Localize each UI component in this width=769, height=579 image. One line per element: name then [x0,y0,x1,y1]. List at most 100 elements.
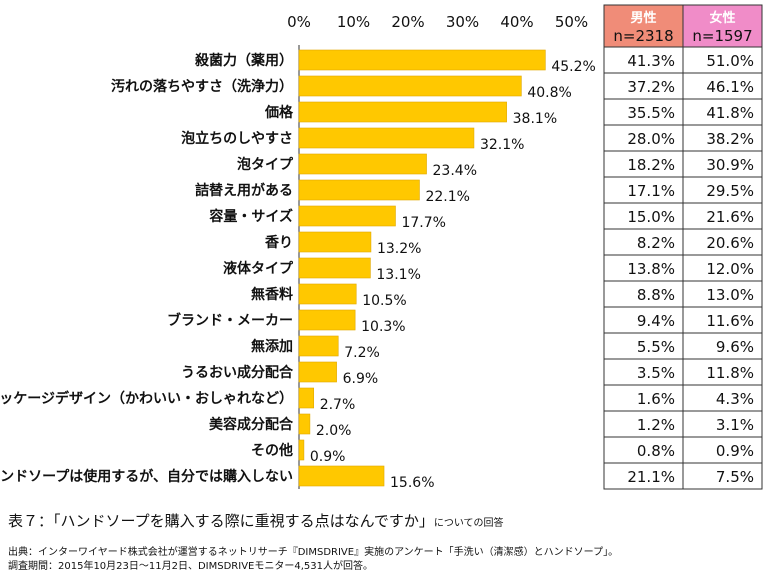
data-label: 13.2% [377,241,421,257]
category-label: 泡タイプ [237,156,294,173]
data-label: 40.8% [527,85,571,101]
data-label: 10.3% [361,319,405,335]
table-cell [682,358,763,386]
data-label: 45.2% [551,59,595,75]
data-label: 7.2% [344,345,380,361]
table-cell-value: 13.0% [706,286,754,304]
category-label: ブランド・メーカー [167,312,293,329]
table-header-n: n=1597 [692,27,752,45]
table-cell-value: 21.1% [627,468,675,486]
bar [298,49,546,71]
table-cell-value: 8.8% [637,286,675,304]
table-cell [682,306,763,334]
table-cell [682,150,763,178]
data-label: 0.9% [310,449,346,465]
table-header-n: n=2318 [613,27,673,45]
bar [298,387,315,409]
bar [298,153,427,175]
category-label: パッケージデザイン（かわいい・おしゃれなど） [0,390,293,407]
caption-main: 表７：「ハンドソープを購入する際に重視する点はなんですか」 [8,512,434,530]
category-label: 香り [264,234,293,251]
table-cell-value: 7.5% [716,468,754,486]
bar [298,413,311,435]
table-cell-value: 41.8% [706,104,754,122]
category-label: うるおい成分配合 [181,364,294,381]
table-cell-value: 1.6% [637,390,675,408]
table-cell-value: 18.2% [627,156,675,174]
table-cell-value: 21.6% [706,208,754,226]
bar [298,205,396,227]
data-label: 2.0% [316,423,352,439]
table-cell [682,410,763,438]
category-label: 無添加 [251,338,293,355]
table-cell-value: 29.5% [706,182,754,200]
bar [298,361,337,383]
table-cell-value: 20.6% [706,234,754,252]
table-cell-value: 3.5% [637,364,675,382]
table-cell-value: 8.2% [637,234,675,252]
table-cell-value: 9.6% [716,338,754,356]
table-header-title: 女性 [709,10,735,26]
table-header-title: 男性 [630,10,656,26]
table-cell [603,462,684,490]
bar [298,75,522,97]
table-cell [682,280,763,308]
table-cell-value: 35.5% [627,104,675,122]
category-label: 殺菌力（薬用） [194,52,293,69]
data-label: 32.1% [480,137,524,153]
bar [298,257,371,279]
table-cell-value: 1.2% [637,416,675,434]
data-label: 2.7% [320,397,356,413]
bar [298,231,372,253]
data-label: 17.7% [401,215,445,231]
bar [298,465,385,487]
bar [298,335,339,357]
bar [298,127,475,149]
table-cell [682,202,763,230]
category-label: 無香料 [251,286,293,303]
category-label: 汚れの落ちやすさ（洗浄力） [111,78,293,95]
table-cell-value: 41.3% [627,52,675,70]
x-tick-label: 0% [287,13,311,31]
table-cell [603,358,684,386]
table-cell [682,462,763,490]
table-cell-value: 38.2% [706,130,754,148]
source-line-1: 出典：インターワイヤード株式会社が運営するネットリサーチ『DIMSDRIVE』実… [8,547,619,558]
bar-chart: 0% 10% 20% 30% 40% 50% 45.2% 殺菌力（薬用） 40.8% 汚れの落ちや… [0,4,763,491]
table-cell [603,46,684,74]
table-cell-value: 28.0% [627,130,675,148]
table-cell-value: 46.1% [706,78,754,96]
table-cell [682,384,763,412]
data-label: 10.5% [362,293,406,309]
table-cell-value: 30.9% [706,156,754,174]
category-label: ハンドソープは使用するが、自分では購入しない [0,468,293,485]
category-label: 詰替え用がある [195,182,293,199]
table-cell-value: 13.8% [627,260,675,278]
table-cell-value: 4.3% [716,390,754,408]
table-cell [682,228,763,256]
table-cell [682,254,763,282]
table-cell-value: 37.2% [627,78,675,96]
table-cell-value: 15.0% [627,208,675,226]
data-label: 38.1% [513,111,557,127]
category-label: 容量・サイズ [208,208,293,225]
x-tick-label: 20% [391,13,424,31]
table-cell [603,228,684,256]
caption-suffix: についての回答 [433,518,504,529]
x-tick-label: 10% [337,13,370,31]
table-cell [682,176,763,204]
table-cell-value: 0.8% [637,442,675,460]
table-cell-value: 9.4% [637,312,675,330]
table-cell [603,384,684,412]
data-label: 22.1% [425,189,469,205]
x-tick-label: 40% [500,13,533,31]
data-label: 6.9% [343,371,379,387]
category-label: 美容成分配合 [209,416,294,433]
table-cell-value: 0.9% [716,442,754,460]
bar [298,439,305,461]
bar [298,309,356,331]
bar [298,283,357,305]
caption: 表７：「ハンドソープを購入する際に重視する点はなんですか」についての回答 [8,510,504,531]
category-label: その他 [251,442,293,459]
data-label: 15.6% [390,475,434,491]
